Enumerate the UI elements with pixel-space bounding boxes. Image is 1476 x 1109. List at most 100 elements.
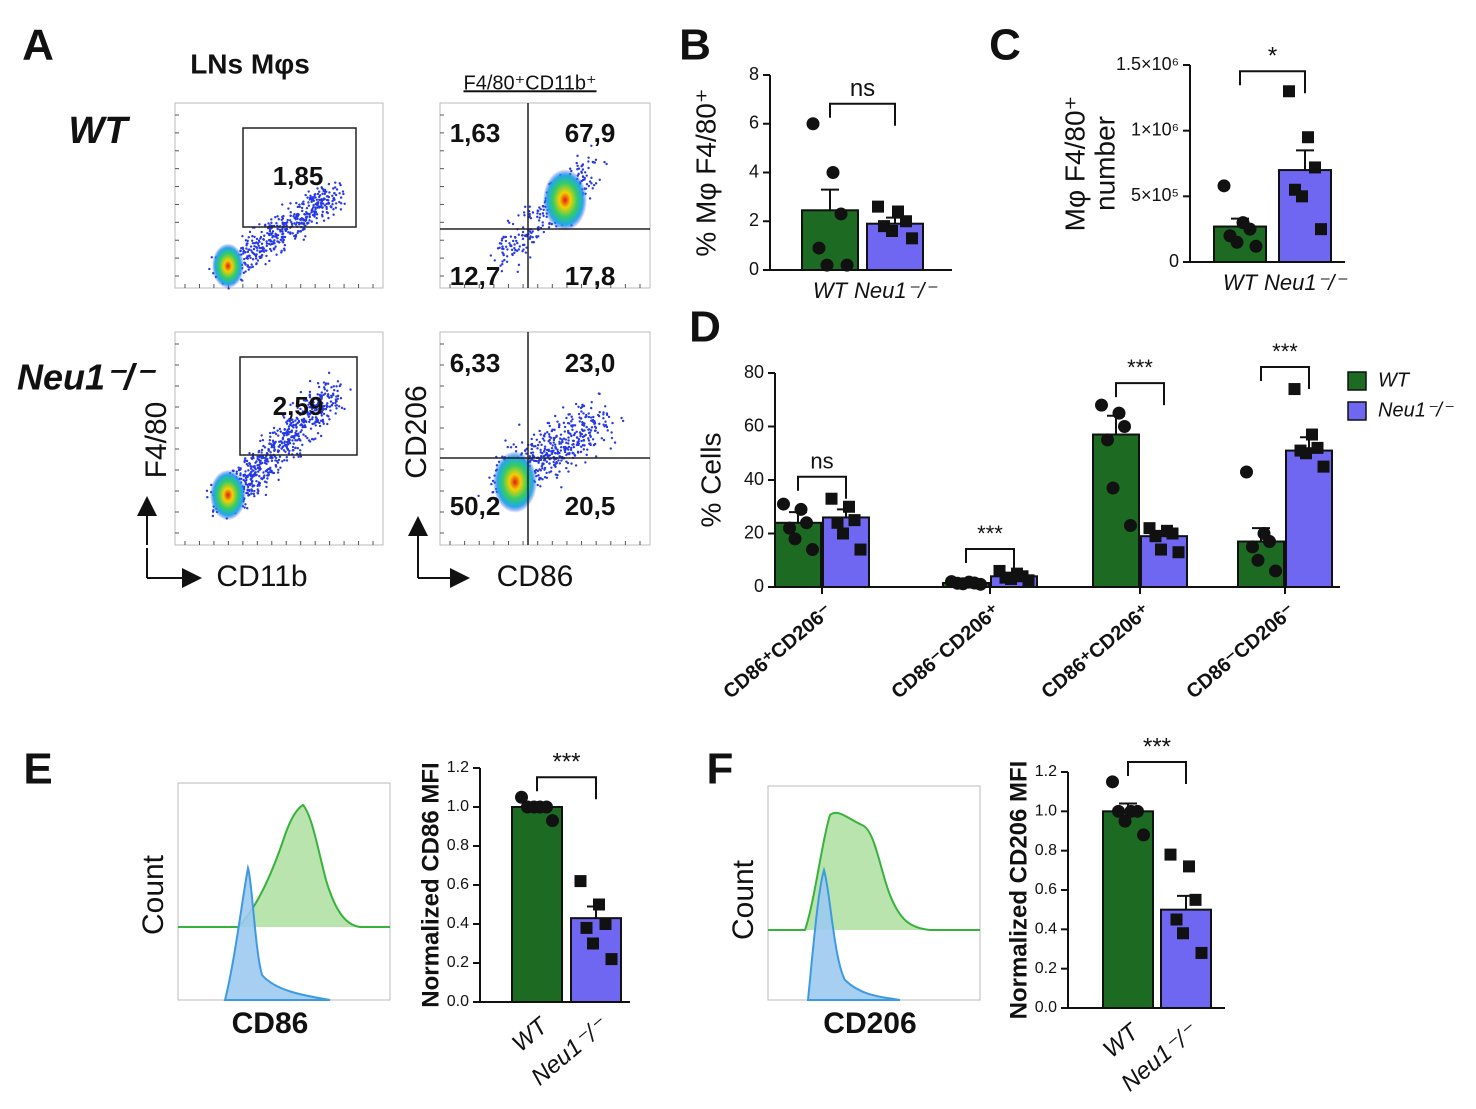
event-dot	[333, 388, 336, 392]
significance-label: *	[1268, 43, 1277, 70]
event-dot	[606, 429, 609, 432]
event-dot	[542, 214, 545, 218]
data-point	[848, 514, 861, 527]
event-dot	[283, 221, 286, 225]
event-dot	[267, 449, 271, 452]
event-dot	[278, 443, 282, 447]
event-dot	[609, 447, 612, 450]
event-dot	[282, 434, 286, 437]
event-dot	[547, 421, 551, 425]
event-dot	[295, 426, 298, 429]
event-dot	[251, 234, 254, 238]
event-dot	[211, 514, 215, 518]
event-dot	[309, 194, 312, 197]
event-dot	[552, 441, 555, 444]
event-dot	[318, 403, 321, 406]
event-dot	[587, 166, 590, 170]
data-point	[812, 241, 826, 255]
event-dot	[602, 413, 605, 416]
x-tick-label: WT	[507, 1011, 555, 1057]
event-dot	[325, 205, 328, 209]
event-dot	[548, 462, 551, 465]
event-dot	[538, 216, 541, 219]
event-dot	[515, 249, 519, 253]
event-dot	[291, 439, 294, 442]
event-dot	[318, 194, 322, 197]
event-dot	[572, 433, 576, 437]
event-dot	[256, 464, 259, 467]
event-dot	[249, 256, 252, 260]
event-dot	[265, 249, 268, 252]
panel-letter: A	[22, 21, 54, 70]
event-dot	[278, 412, 282, 415]
event-dot	[314, 206, 317, 209]
event-dot	[308, 212, 311, 216]
event-dot	[246, 483, 249, 487]
event-dot	[289, 418, 292, 422]
event-dot	[305, 399, 309, 402]
event-dot	[531, 240, 534, 244]
event-dot	[589, 429, 593, 432]
event-dot	[255, 245, 258, 249]
quadrant-value: 1,63	[450, 118, 501, 148]
y-tick-label: 1.2	[1035, 763, 1057, 780]
data-point	[1164, 848, 1177, 861]
event-dot	[585, 182, 589, 186]
event-dot	[536, 447, 539, 450]
data-point	[1112, 406, 1126, 420]
event-dot	[328, 418, 331, 421]
event-dot	[256, 470, 260, 473]
event-dot	[283, 243, 287, 247]
event-dot	[610, 436, 614, 440]
event-dot	[295, 429, 298, 433]
event-dot	[314, 208, 317, 211]
event-dot	[529, 451, 533, 455]
event-dot	[269, 435, 272, 438]
event-dot	[569, 446, 573, 450]
event-dot	[560, 438, 564, 441]
event-dot	[272, 440, 275, 444]
event-dot	[317, 201, 320, 204]
y-tick-label: 0.6	[447, 876, 469, 893]
plot-frame	[174, 331, 384, 546]
event-dot	[567, 413, 570, 416]
event-dot	[582, 438, 585, 442]
y-tick-label: 1.2	[447, 759, 469, 776]
event-dot	[264, 263, 267, 266]
event-dot	[287, 427, 291, 431]
event-dot	[520, 441, 524, 444]
event-dot	[304, 193, 307, 197]
event-dot	[299, 390, 303, 394]
event-dot	[336, 397, 339, 401]
event-dot	[267, 222, 270, 225]
event-dot	[585, 425, 588, 429]
event-dot	[326, 422, 329, 426]
event-dot	[260, 448, 264, 452]
data-point	[1112, 804, 1125, 818]
event-dot	[320, 177, 323, 180]
event-dot	[248, 489, 251, 493]
flow-title: LNs Mφs	[190, 48, 310, 79]
event-dot	[579, 432, 582, 436]
event-dot	[258, 223, 261, 226]
event-dot	[333, 191, 336, 195]
event-dot	[296, 421, 299, 425]
event-dot	[248, 451, 251, 455]
event-dot	[548, 454, 552, 457]
event-dot	[314, 420, 317, 423]
event-dot	[281, 232, 284, 236]
event-dot	[587, 184, 591, 188]
event-dot	[571, 424, 575, 427]
data-point	[1300, 447, 1312, 460]
event-dot	[275, 221, 278, 225]
event-dot	[539, 485, 542, 488]
event-dot	[302, 222, 306, 225]
event-dot	[257, 244, 260, 248]
event-dot	[553, 464, 557, 467]
event-dot	[312, 203, 315, 207]
event-dot	[328, 191, 331, 194]
event-dot	[334, 206, 338, 209]
event-dot	[272, 443, 276, 447]
y-tick-label: 0.6	[1035, 881, 1057, 898]
